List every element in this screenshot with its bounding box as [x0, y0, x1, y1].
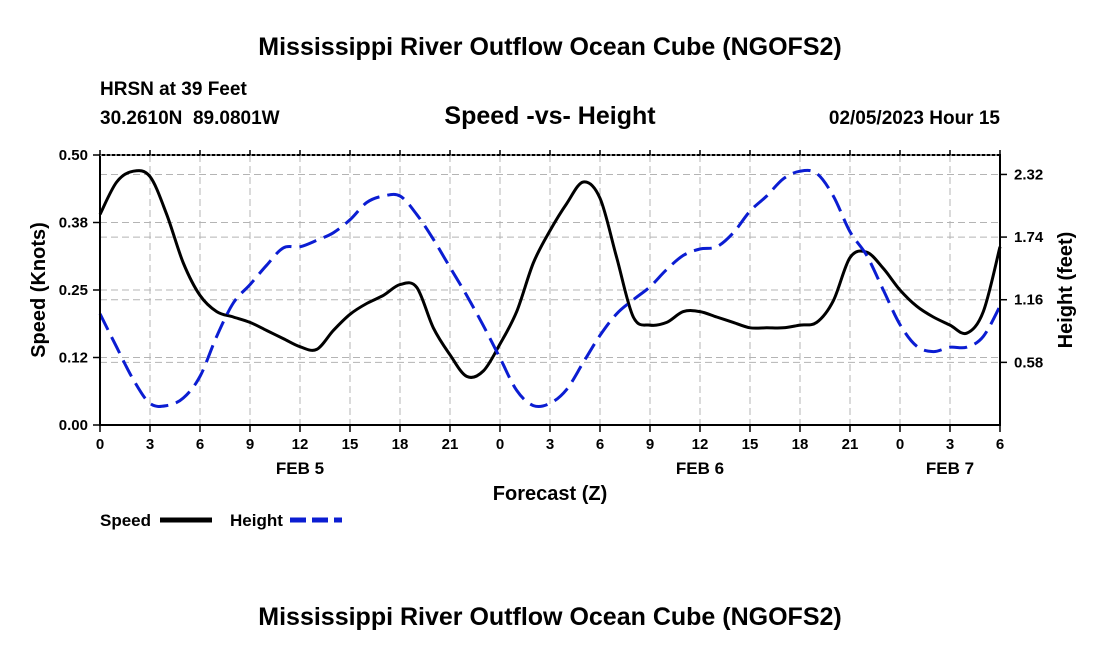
x-tick-label-9: 3 — [546, 436, 554, 453]
y2-axis-label: Height (feet) — [1055, 232, 1077, 349]
x-tick-label-18: 6 — [996, 436, 1004, 453]
x-tick-label-1: 3 — [146, 436, 154, 453]
day-label-1: FEB 6 — [676, 459, 724, 478]
x-tick-label-3: 9 — [246, 436, 254, 453]
x-tick-label-6: 18 — [392, 436, 409, 453]
day-label-0: FEB 5 — [276, 459, 324, 478]
main-title: Mississippi River Outflow Ocean Cube (NG… — [258, 33, 841, 61]
x-tick-label-16: 0 — [896, 436, 904, 453]
y2-tick-labels: 0.58 1.16 1.74 2.32 — [1014, 166, 1044, 371]
station-label: HRSN at 39 Feet — [100, 79, 247, 100]
x-tick-label-13: 15 — [742, 436, 759, 453]
x-tick-label-17: 3 — [946, 436, 954, 453]
x-tick-label-14: 18 — [792, 436, 809, 453]
x-tick-labels: 0 3 6 9 12 15 18 21 0 3 6 9 12 15 18 21 0 3 6 — [96, 436, 1004, 453]
series-line-height — [98, 168, 1002, 409]
x-tick-label-8: 0 — [496, 436, 504, 453]
y-axis-label: Speed (Knots) — [28, 222, 50, 358]
x-tick-label-4: 12 — [292, 436, 309, 453]
legend-height-label: Height — [230, 511, 283, 530]
y2-tick-label-1: 1.16 — [1014, 292, 1043, 309]
x-tick-label-0: 0 — [96, 436, 104, 453]
y2-tick-label-2: 1.74 — [1014, 229, 1044, 246]
y-tick-labels: 0.00 0.12 0.25 0.38 0.50 — [59, 147, 88, 434]
series-layer — [98, 168, 1002, 409]
coordinates-label: 30.2610N 89.0801W — [100, 108, 280, 129]
x-tick-label-12: 12 — [692, 436, 709, 453]
datetime-label: 02/05/2023 Hour 15 — [829, 108, 1001, 129]
x-tick-label-15: 21 — [842, 436, 859, 453]
y-tick-label-2: 0.25 — [59, 282, 88, 299]
bottom-title: Mississippi River Outflow Ocean Cube (NG… — [258, 603, 841, 631]
y-tick-label-1: 0.12 — [59, 350, 88, 367]
chart-title: Speed -vs- Height — [444, 102, 656, 130]
y-tick-label-4: 0.50 — [59, 147, 88, 164]
series-line-speed — [98, 169, 1002, 379]
grid-lines — [100, 154, 1000, 425]
x-axis-label: Forecast (Z) — [493, 483, 607, 505]
legend-speed-label: Speed — [100, 511, 151, 530]
x-tick-label-11: 9 — [646, 436, 654, 453]
y-tick-label-3: 0.38 — [59, 215, 88, 232]
y-tick-label-0: 0.00 — [59, 417, 88, 434]
day-label-2: FEB 7 — [926, 459, 974, 478]
axes — [93, 150, 1007, 432]
y2-tick-label-0: 0.58 — [1014, 354, 1043, 371]
day-labels: FEB 5 FEB 6 FEB 7 — [276, 459, 974, 478]
x-tick-label-5: 15 — [342, 436, 359, 453]
y2-tick-label-3: 2.32 — [1014, 166, 1043, 183]
x-tick-label-10: 6 — [596, 436, 604, 453]
x-tick-label-2: 6 — [196, 436, 204, 453]
legend: Speed Height — [100, 511, 342, 530]
x-tick-label-7: 21 — [442, 436, 459, 453]
